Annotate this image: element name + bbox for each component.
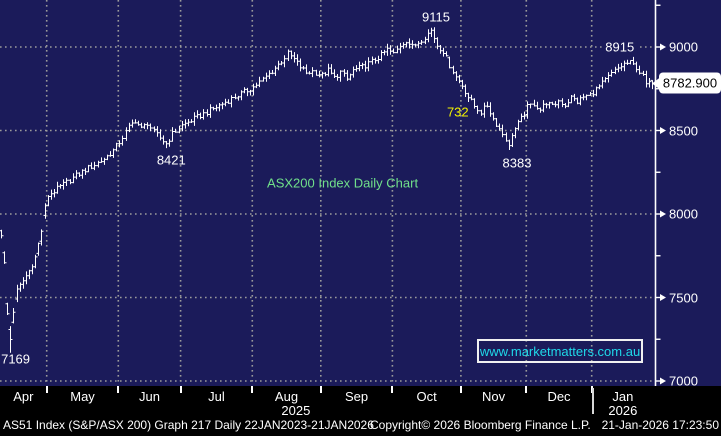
annotation-732: 732 [446,104,469,120]
y-axis-label-8500: 8500 [669,123,698,138]
x-axis-band: Apr May Jun Jul Aug Sep Oct Nov Dec Jan 2025 2026 A… [0,386,721,436]
month-label-may: May [70,389,95,404]
month-label-apr: Apr [13,389,34,404]
month-tick-sep [319,386,322,393]
month-label-sep: Sep [345,389,369,404]
price-tag-notch-icon [652,77,660,90]
status-security-info: AS51 Index (S&P/ASX 200) Graph 217 Daily… [3,418,374,432]
annotation-8383: 8383 [502,155,532,171]
month-label-nov: Nov [482,389,506,404]
month-label-jun: Jun [139,389,160,404]
watermark-box[interactable]: www.marketmatters.com.au [477,339,643,363]
month-tick-oct [391,386,394,393]
last-price-value: 8782.900 [662,75,718,91]
annotation-7169: 7169 [1,351,31,367]
status-timestamp: 21-Jan-2026 17:23:50 [601,418,719,432]
annotation-8915: 8915 [602,39,638,55]
month-tick-jul [179,386,182,393]
y-axis-label-7000: 7000 [669,373,698,389]
month-label-oct: Oct [416,389,437,404]
month-label-dec: Dec [547,389,571,404]
month-label-aug: Aug [274,389,299,404]
month-tick-aug [251,386,254,393]
y-axis-label-8000: 8000 [669,206,698,222]
y-axis-label-9000: 9000 [669,39,698,55]
status-bar: AS51 Index (S&P/ASX 200) Graph 217 Daily… [0,418,721,433]
y-axis-label-7500: 7500 [669,290,698,305]
annotation-8421: 8421 [156,152,186,168]
year-label-2025: 2025 [281,403,311,418]
month-tick-may [45,386,48,393]
annotation-ASX200: ASX200 Index Daily Chart [267,175,419,191]
last-price-tag: 8782.900 [652,72,721,94]
ohlc-price-chart [0,0,666,386]
status-copyright: Copyright© 2026 Bloomberg Finance L.P. [370,418,591,432]
year-label-2026: 2026 [608,403,638,418]
month-tick-dec [525,386,528,393]
month-tick-jun [117,386,120,393]
year-separator-line [591,388,594,414]
chart-plot-area[interactable]: 9115 8915 8421 8383 7169 732 ASX200 Index Dail… [0,0,721,389]
watermark-link[interactable]: www.marketmatters.com.au [479,343,641,359]
month-label-jul: Jul [208,389,225,404]
annotation-9115: 9115 [422,9,450,25]
month-label-jan: Jan [612,389,634,404]
month-tick-nov [459,386,462,393]
